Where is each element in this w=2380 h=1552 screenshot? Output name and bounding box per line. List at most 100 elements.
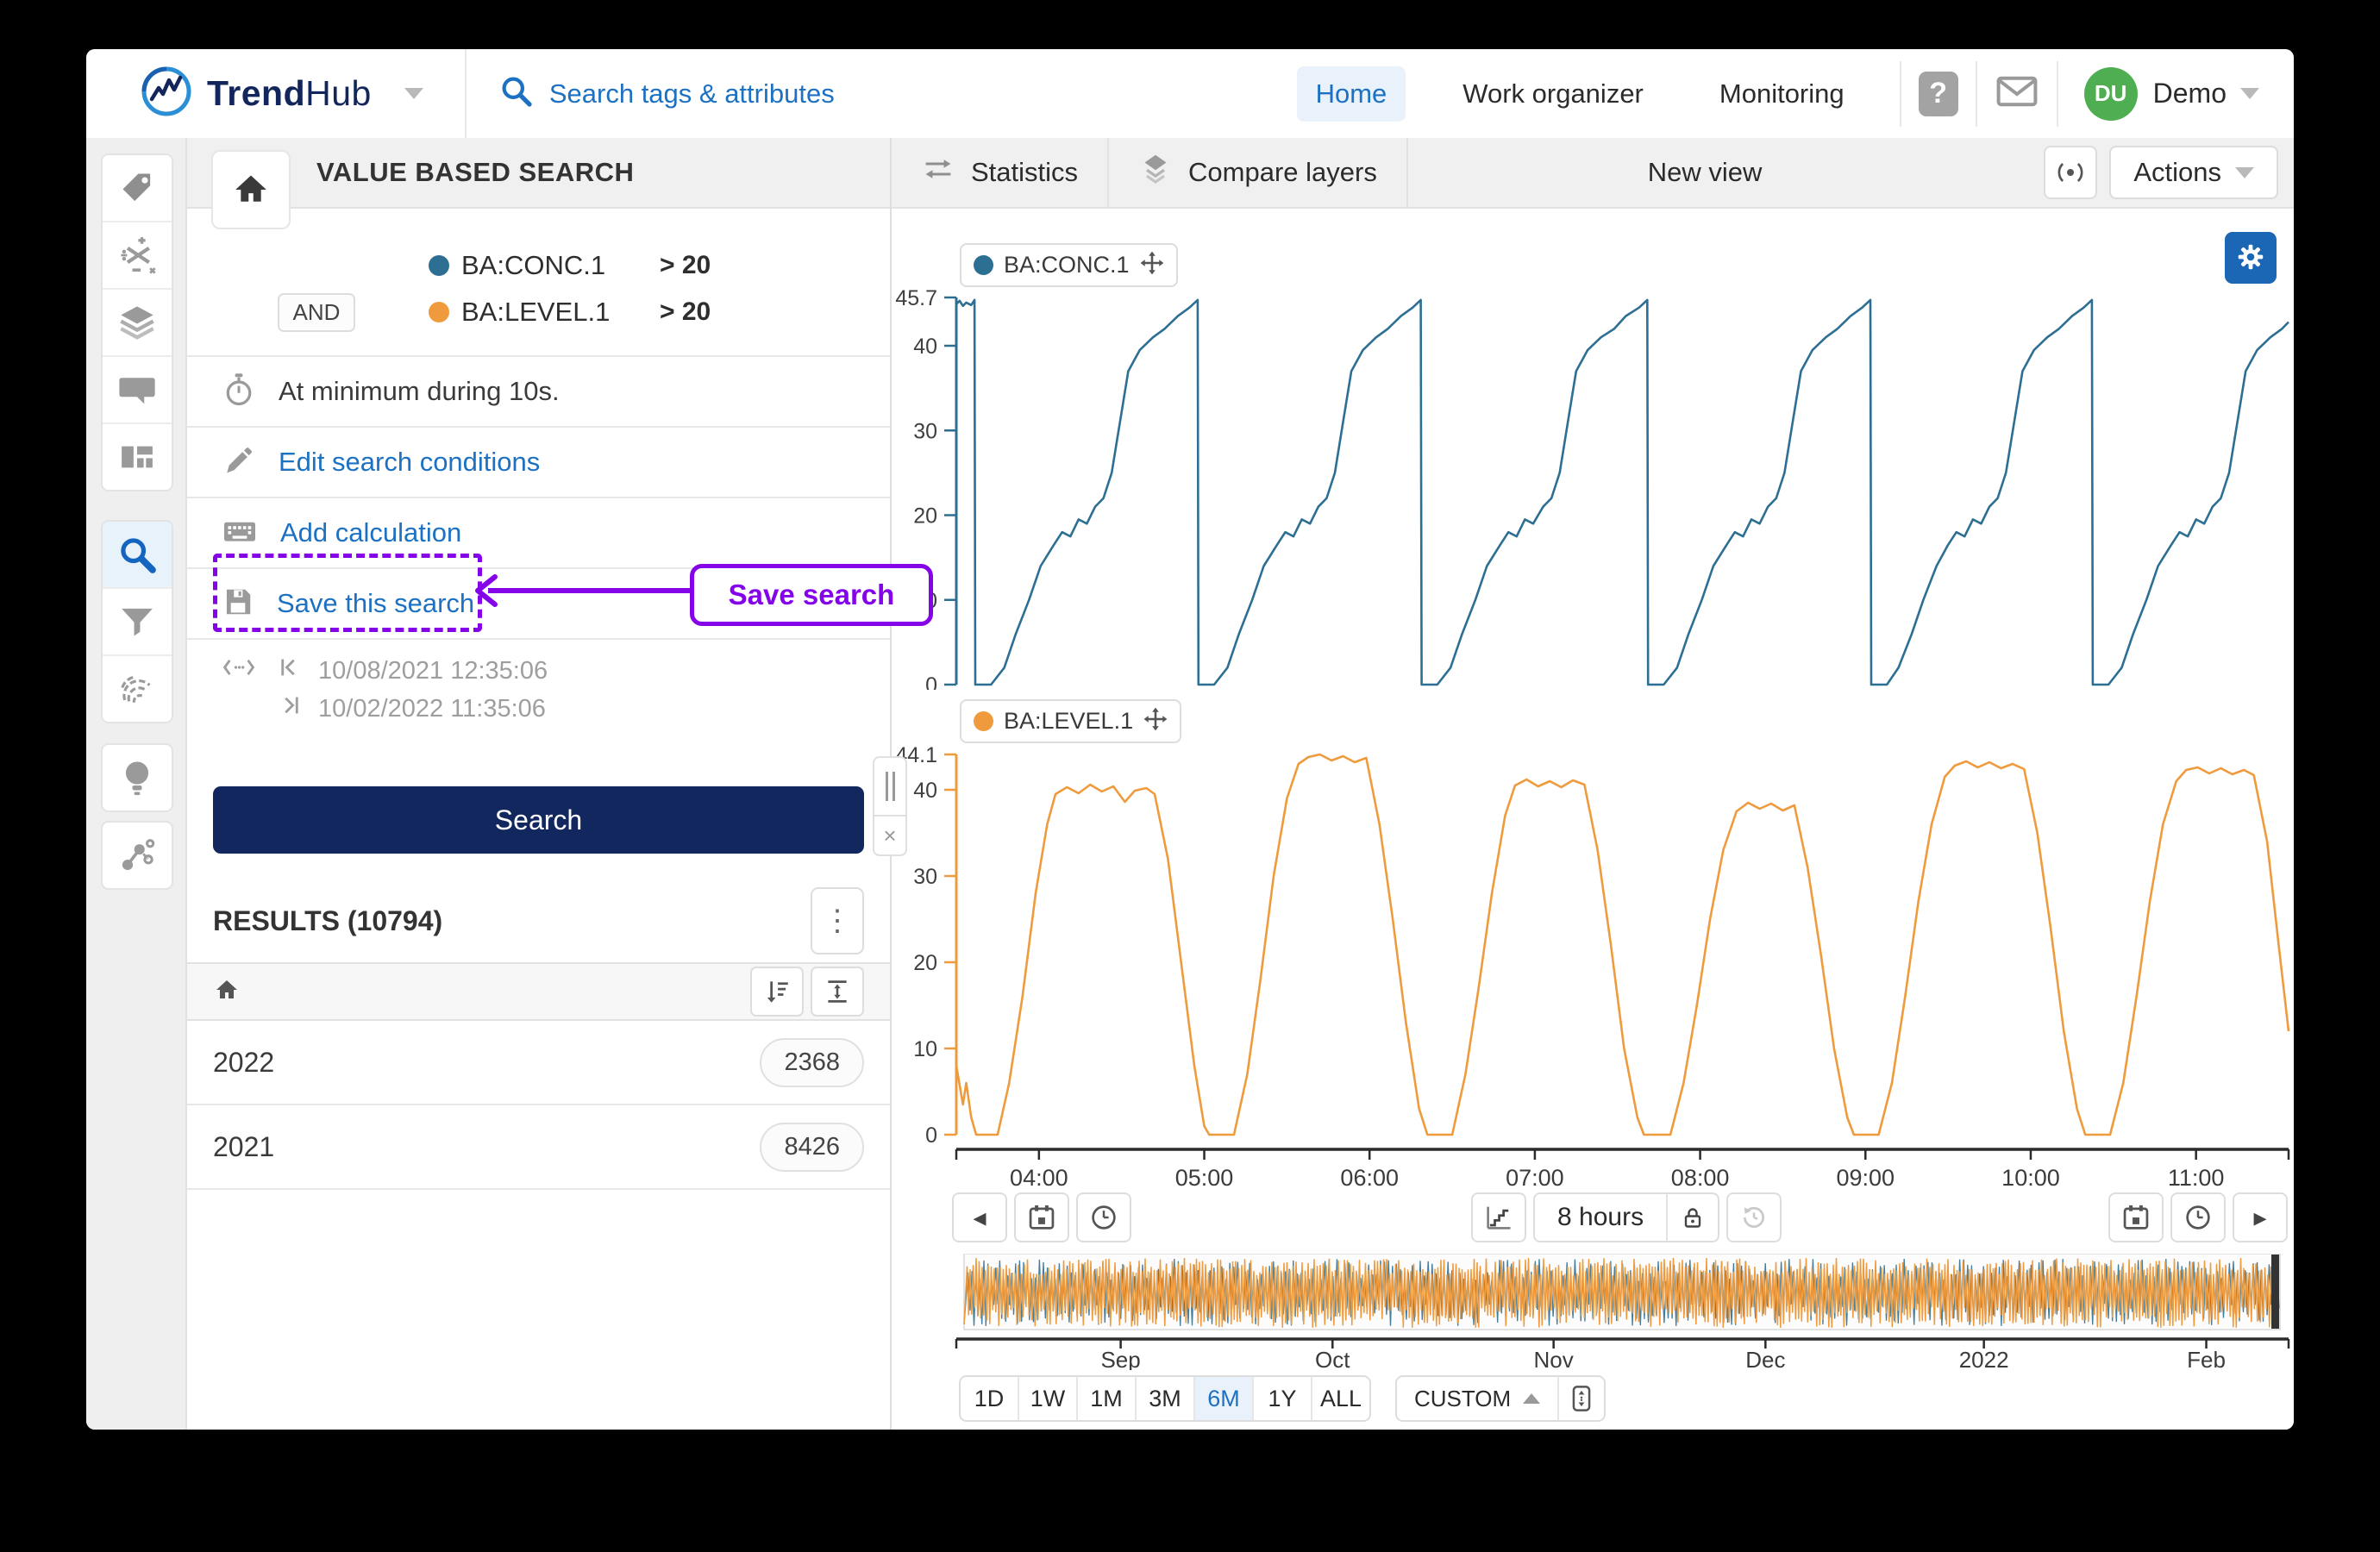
fingerprint-icon[interactable] (103, 656, 172, 722)
svg-text:08:00: 08:00 (1671, 1165, 1730, 1191)
range-end-line[interactable]: 10/02/2022 11:35:06 (222, 690, 890, 728)
range-start-value[interactable]: 10/08/2021 12:35:06 (318, 656, 548, 685)
series-label: BA:LEVEL.1 (1004, 708, 1134, 734)
expand-range-icon[interactable] (1559, 1377, 1605, 1420)
zoom-1w[interactable]: 1W (1019, 1377, 1078, 1420)
range-start-icon (279, 656, 301, 685)
results-title: RESULTS (10794) (213, 904, 443, 936)
series-label: BA:CONC.1 (1004, 252, 1130, 278)
rail-group-context (101, 821, 173, 890)
results-menu-button[interactable]: ⋮ (811, 887, 864, 954)
trendhub-logo[interactable]: TrendHub (140, 65, 423, 122)
result-count-badge: 2368 (760, 1037, 864, 1087)
time-toolbar: ◂ (892, 1192, 2294, 1242)
actions-button[interactable]: Actions (2109, 146, 2278, 199)
user-menu-label[interactable]: Demo (2152, 78, 2227, 109)
condition-row[interactable]: AND BA:LEVEL.1 > 20 (187, 291, 890, 333)
layers-icon[interactable] (103, 290, 172, 357)
series-chip-conc[interactable]: BA:CONC.1 (960, 243, 1178, 287)
custom-range-group: CUSTOM (1395, 1375, 1606, 1422)
range-start-line[interactable]: 10/08/2021 12:35:06 (222, 652, 890, 690)
step-trend-button[interactable] (1471, 1192, 1526, 1242)
zoom-1m[interactable]: 1M (1078, 1377, 1137, 1420)
calendar-end-button[interactable] (2108, 1192, 2164, 1242)
overview-minimap[interactable]: Sep Oct Nov Dec 2022 Feb (892, 1254, 2294, 1370)
zoom-all[interactable]: ALL (1312, 1377, 1369, 1420)
svg-text:10:00: 10:00 (2001, 1165, 2060, 1191)
history-button[interactable] (1726, 1192, 1782, 1242)
tab-statistics[interactable]: Statistics (892, 138, 1110, 207)
svg-text:2022: 2022 (1959, 1347, 2009, 1370)
collapse-rows-icon[interactable] (811, 967, 864, 1017)
close-icon: × (883, 822, 897, 848)
lock-icon[interactable] (1666, 1194, 1718, 1241)
formula-icon[interactable] (103, 222, 172, 290)
filter-icon[interactable] (103, 589, 172, 656)
interval-button[interactable]: 8 hours (1533, 1192, 1720, 1242)
logo-chevron-down-icon[interactable] (404, 88, 423, 99)
global-search[interactable]: Search tags & attributes (499, 74, 835, 113)
tags-icon[interactable] (103, 155, 172, 222)
annotation-callout: Save search (690, 564, 933, 626)
splitter-close-button[interactable]: × (873, 817, 907, 856)
chart-conc[interactable]: 01020304045.7 (892, 276, 2294, 690)
sort-descending-icon[interactable] (750, 967, 804, 1017)
series-chip-level[interactable]: BA:LEVEL.1 (960, 699, 1182, 743)
nav-monitoring[interactable]: Monitoring (1719, 78, 1845, 109)
value-search-icon[interactable] (103, 522, 172, 589)
clock-start-button[interactable] (1076, 1192, 1131, 1242)
trendhub-logo-icon (140, 65, 193, 122)
avatar[interactable]: DU (2083, 66, 2138, 121)
lightbulb-icon[interactable] (103, 745, 172, 810)
duration-row[interactable]: At minimum during 10s. (187, 355, 890, 426)
zoom-1y[interactable]: 1Y (1254, 1377, 1312, 1420)
comment-icon[interactable] (103, 357, 172, 424)
chart-settings-button[interactable] (2225, 232, 2277, 284)
dashboard-icon[interactable] (103, 424, 172, 490)
user-menu-chevron-down-icon[interactable] (2240, 88, 2259, 99)
svg-text:20: 20 (913, 951, 937, 975)
pan-left-button[interactable]: ◂ (952, 1192, 1007, 1242)
zoom-3m[interactable]: 3M (1137, 1377, 1195, 1420)
condition-row[interactable]: BA:CONC.1 > 20 (187, 245, 890, 286)
move-icon[interactable] (1143, 707, 1168, 735)
tool-rail (86, 138, 187, 1430)
save-this-search-link[interactable]: Save this search (277, 588, 475, 618)
search-conditions: BA:CONC.1 > 20 AND BA:LEVEL.1 > 20 (187, 209, 890, 355)
svg-text:Sep: Sep (1100, 1347, 1140, 1370)
mail-icon[interactable] (1995, 72, 2039, 115)
topbar-separator (2056, 60, 2058, 127)
panel-splitter: × (873, 756, 907, 856)
zoom-1d[interactable]: 1D (961, 1377, 1019, 1420)
app-window: TrendHub Search tags & attributes Home W… (86, 49, 2294, 1430)
panel-home-button[interactable] (211, 150, 291, 229)
svg-text:30: 30 (913, 419, 937, 443)
nav-work-organizer[interactable]: Work organizer (1462, 78, 1644, 109)
clock-end-button[interactable] (2170, 1192, 2226, 1242)
calculator-icon (222, 516, 258, 551)
save-search-row[interactable]: Save this search (187, 567, 890, 640)
svg-text:10: 10 (913, 1037, 937, 1061)
tab-compare-layers[interactable]: Compare layers (1109, 138, 1408, 207)
graph-nodes-icon[interactable] (103, 823, 172, 888)
result-row-2021[interactable]: 2021 8426 (187, 1105, 890, 1190)
pan-right-button[interactable]: ▸ (2233, 1192, 2288, 1242)
live-broadcast-button[interactable] (2044, 146, 2098, 199)
stopwatch-icon (222, 371, 256, 413)
zoom-6m[interactable]: 6M (1195, 1377, 1254, 1420)
range-end-value[interactable]: 10/02/2022 11:35:06 (318, 694, 546, 723)
move-icon[interactable] (1140, 251, 1164, 279)
edit-search-conditions-link[interactable]: Edit search conditions (279, 447, 541, 477)
add-calculation-link[interactable]: Add calculation (280, 517, 462, 548)
splitter-drag-handle[interactable] (873, 756, 907, 817)
add-calculation-row[interactable]: Add calculation (187, 497, 890, 567)
nav-home[interactable]: Home (1296, 66, 1406, 122)
result-row-2022[interactable]: 2022 2368 (187, 1021, 890, 1105)
search-button[interactable]: Search (213, 786, 864, 854)
custom-range-button[interactable]: CUSTOM (1397, 1377, 1560, 1420)
help-icon[interactable]: ? (1918, 71, 1958, 116)
edit-conditions-row[interactable]: Edit search conditions (187, 426, 890, 497)
search-input[interactable]: Search tags & attributes (548, 78, 835, 109)
calendar-start-button[interactable] (1014, 1192, 1069, 1242)
